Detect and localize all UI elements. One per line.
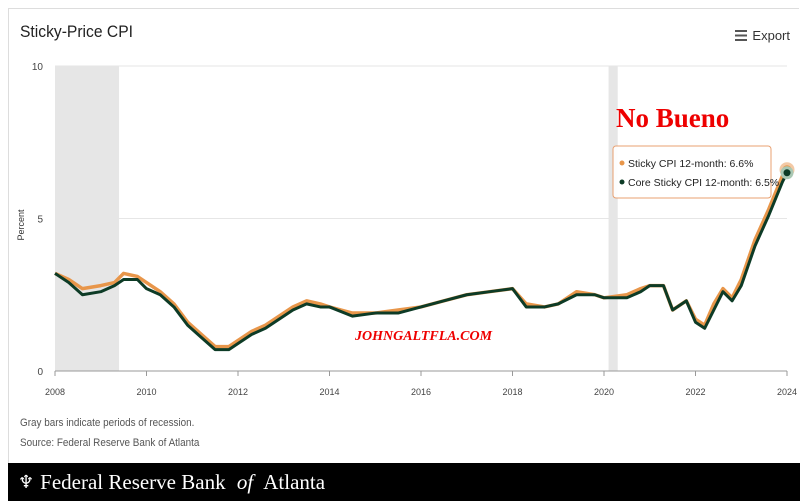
recession-note: Gray bars indicate periods of recession. [20, 417, 195, 429]
y-axis-label: Percent [16, 209, 26, 241]
x-tick-label: 2008 [45, 387, 65, 397]
x-tick-label: 2020 [594, 387, 614, 397]
x-tick-label: 2012 [228, 387, 248, 397]
export-button[interactable]: Export [735, 28, 790, 43]
source-note: Source: Federal Reserve Bank of Atlanta [20, 437, 200, 449]
legend-marker-sticky [619, 160, 625, 166]
x-tick-label: 2014 [319, 387, 339, 397]
chart: 0 5 10 2008 2010 2012 2014 2016 2018 2020 2022 2024… [16, 62, 797, 397]
y-tick-label: 0 [37, 367, 43, 378]
hover-point [780, 166, 794, 180]
brand-text: Federal Reserve Bank [40, 469, 231, 494]
x-tick-label: 2018 [502, 387, 522, 397]
y-tick-label: 5 [37, 215, 43, 226]
chart-title: Sticky-Price CPI [20, 22, 133, 41]
series-line-core-sticky [54, 172, 789, 352]
tooltip-sticky: Sticky CPI 12-month: 6.6% [628, 158, 753, 170]
x-tick-label: 2022 [685, 387, 705, 397]
eagle-icon: ♆ [18, 471, 35, 492]
footer-logo: ♆ Federal Reserve Bank of Atlanta [8, 463, 800, 501]
tooltip: Sticky CPI 12-month: 6.6% Core Sticky CP… [612, 145, 779, 199]
tooltip-core: Core Sticky CPI 12-month: 6.5% [628, 177, 779, 189]
x-tick-label: 2010 [136, 387, 156, 397]
legend-marker-core [619, 179, 625, 185]
x-tick-label: 2016 [411, 387, 431, 397]
x-tick-label: 2024 [777, 387, 797, 397]
y-tick-label: 10 [32, 62, 44, 73]
menu-icon [735, 30, 748, 41]
brand-post: Atlanta [259, 469, 326, 494]
export-label: Export [752, 28, 790, 43]
watermark: JOHNGALTFLA.COM [354, 329, 493, 344]
headline-annotation: No Bueno [616, 103, 729, 133]
brand-of: of [236, 469, 254, 494]
